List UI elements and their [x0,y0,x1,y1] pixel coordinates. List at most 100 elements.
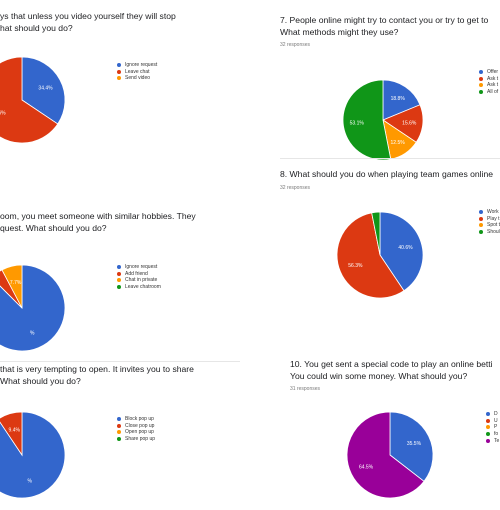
legend: Ignore request Leave chat Send video [117,62,157,82]
legend-swatch [486,425,490,430]
legend-swatch [479,223,483,228]
pie-slice [336,212,405,299]
legend-item: U [486,418,499,425]
legend-label: Send video [125,75,151,82]
pie-slice [389,411,434,482]
legend-swatch [479,76,483,81]
legend: Block pop up Close pop up Open pop up Share… [117,416,155,442]
response-count: 32 responses [280,185,311,191]
legend-item: Send video [117,75,157,82]
legend-label: All of [487,89,499,96]
legend-swatch [486,438,490,443]
response-count: 31 responses [290,386,321,392]
legend-item: D [486,411,499,418]
legend-swatch [479,230,483,235]
pie-slice [379,211,424,292]
legend-swatch [486,432,490,437]
legend-label: Ask t [487,75,499,82]
legend-item: Ignore request [117,62,157,69]
question-text: 8. What should you do when playing team … [280,169,494,179]
legend-item: Spot t [479,222,500,229]
divider [280,158,500,159]
legend-swatch [117,265,121,270]
legend: Ignore request Add friend Chat in private L… [117,264,161,290]
legend-label: Ignore request [125,62,158,69]
legend-swatch [117,69,121,74]
response-count: 32 responses [280,42,311,48]
legend-label: Block pop up [125,416,154,423]
legend-label: Leave chat [125,68,150,75]
legend-label: Close pop up [125,422,155,429]
legend-swatch [117,76,121,81]
legend-label: Ignore request [125,264,158,271]
slice-label: 56.3% [348,263,363,269]
legend-item: Shoul [479,229,500,236]
slice-label: 35.5% [407,441,422,447]
legend: Offer Ask t Ask t All of [479,69,498,95]
legend-swatch [486,418,490,423]
pie-chart: 35.5% 64.5% [346,411,434,499]
legend-swatch [117,417,121,422]
legend-label: U [494,417,498,424]
pie-slice [21,56,66,125]
legend-swatch [117,430,121,435]
legend-swatch [479,90,483,95]
slice-label: 64.5% [359,465,374,471]
slice-label: 65.6% [0,110,6,116]
legend-swatch [479,216,483,221]
legend-item: Chat in private [117,277,161,284]
legend-label: Chat in private [125,277,158,284]
legend-label: Work t [487,209,500,216]
legend-item: Work t [479,209,500,216]
pie-slice [0,56,59,144]
slice-label: 40.6% [398,245,413,251]
legend: Work t Play t Spot t Shoul [479,209,500,235]
legend-item: Ignore request [117,264,161,271]
slice-label: 18.8% [391,96,406,102]
pie-slice [371,211,381,256]
legend-swatch [479,70,483,75]
slice-label: % [30,330,35,336]
divider [0,361,240,362]
legend-item: Te [486,437,499,444]
legend-swatch [117,285,121,290]
legend-item: Play t [479,216,500,223]
legend-swatch [117,271,121,276]
legend-label: Ask t [487,82,499,89]
legend-item: fo [486,431,499,438]
slice-label: 15.6% [402,120,417,126]
question-text: 7. People online might try to contact yo… [280,15,489,37]
legend-label: Te [494,437,500,444]
legend-item: P [486,424,499,431]
legend-item: Close pop up [117,423,155,430]
legend-item: Add friend [117,271,161,278]
legend-swatch [479,210,483,215]
pie-chart: 40.6% 56.3% [336,211,424,299]
pie-slice [0,264,66,352]
legend-item: Share pop up [117,436,155,443]
legend-label: Share pop up [125,436,156,443]
slice-label: 9.4% [9,427,21,433]
pie-chart: % 7.7% [0,264,66,352]
legend-label: Open pop up [125,429,154,436]
legend-item: Leave chatroom [117,284,161,291]
question-text: oom, you meet someone with similar hobbi… [0,211,196,233]
legend-label: Play t [487,215,500,222]
legend-item: Open pop up [117,429,155,436]
slice-label: 7.7% [10,280,22,286]
slice-label: % [28,478,33,484]
pie-slice [1,264,23,309]
legend-swatch [117,278,121,283]
legend-item: Leave chat [117,69,157,76]
question-text: that is very tempting to open. It invite… [0,364,194,386]
question-text: ys that unless you video yourself they w… [0,11,176,33]
legend-label: Offer [487,69,499,76]
pie-slice [0,411,66,499]
pie-slice [382,79,421,121]
legend-item: Ask t [479,76,498,83]
pie-chart: 34.4% 65.6% [0,56,66,144]
legend-label: Spot t [487,222,500,229]
legend-swatch [117,423,121,428]
pie-chart: % 9.4% [0,411,66,499]
